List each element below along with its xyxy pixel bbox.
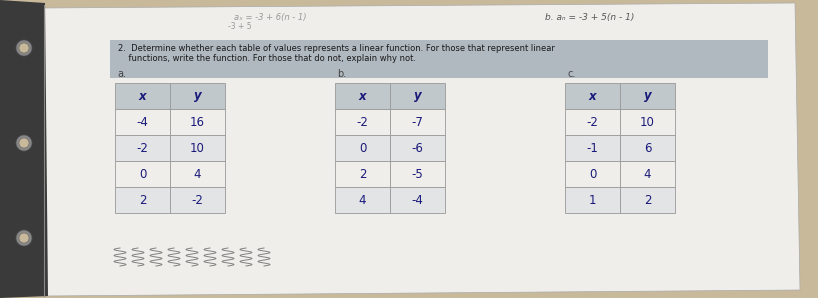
FancyBboxPatch shape <box>110 40 768 78</box>
Text: 2.  Determine whether each table of values represents a linear function. For tho: 2. Determine whether each table of value… <box>118 44 555 53</box>
Text: 0: 0 <box>139 167 146 181</box>
FancyBboxPatch shape <box>170 187 225 213</box>
FancyBboxPatch shape <box>565 83 620 109</box>
Text: 0: 0 <box>359 142 366 154</box>
FancyBboxPatch shape <box>115 135 170 161</box>
FancyBboxPatch shape <box>115 161 170 187</box>
Text: -4: -4 <box>137 116 148 128</box>
Text: -2: -2 <box>191 193 204 207</box>
Text: 1: 1 <box>589 193 596 207</box>
Text: x: x <box>139 89 146 103</box>
FancyBboxPatch shape <box>390 109 445 135</box>
Text: 2: 2 <box>644 193 651 207</box>
Text: a.: a. <box>117 69 126 79</box>
FancyBboxPatch shape <box>390 135 445 161</box>
Text: b.: b. <box>337 69 346 79</box>
Text: 10: 10 <box>190 142 205 154</box>
Text: 4: 4 <box>194 167 201 181</box>
Circle shape <box>19 138 29 148</box>
Text: y: y <box>644 89 651 103</box>
FancyBboxPatch shape <box>115 187 170 213</box>
Text: 6: 6 <box>644 142 651 154</box>
Text: 4: 4 <box>359 193 366 207</box>
Text: -2: -2 <box>137 142 148 154</box>
Text: functions, write the function. For those that do not, explain why not.: functions, write the function. For those… <box>118 54 416 63</box>
Text: x: x <box>358 89 366 103</box>
FancyBboxPatch shape <box>170 161 225 187</box>
Text: 4: 4 <box>644 167 651 181</box>
Polygon shape <box>0 0 48 298</box>
FancyBboxPatch shape <box>170 83 225 109</box>
FancyBboxPatch shape <box>565 109 620 135</box>
Text: -2: -2 <box>587 116 599 128</box>
FancyBboxPatch shape <box>390 187 445 213</box>
Text: -2: -2 <box>357 116 368 128</box>
FancyBboxPatch shape <box>170 109 225 135</box>
FancyBboxPatch shape <box>115 109 170 135</box>
FancyBboxPatch shape <box>620 187 675 213</box>
Text: -5: -5 <box>411 167 424 181</box>
Text: b. aₙ = -3 + 5(n - 1): b. aₙ = -3 + 5(n - 1) <box>546 13 635 22</box>
Circle shape <box>16 230 32 246</box>
FancyBboxPatch shape <box>115 83 170 109</box>
FancyBboxPatch shape <box>565 187 620 213</box>
Text: 10: 10 <box>640 116 655 128</box>
Polygon shape <box>42 3 800 296</box>
Text: -7: -7 <box>411 116 424 128</box>
Text: 16: 16 <box>190 116 205 128</box>
Text: -6: -6 <box>411 142 424 154</box>
Text: y: y <box>194 89 201 103</box>
FancyBboxPatch shape <box>335 135 390 161</box>
Text: 0: 0 <box>589 167 596 181</box>
FancyBboxPatch shape <box>170 135 225 161</box>
Text: -1: -1 <box>587 142 599 154</box>
Circle shape <box>19 233 29 243</box>
FancyBboxPatch shape <box>335 161 390 187</box>
FancyBboxPatch shape <box>335 83 390 109</box>
Text: 2: 2 <box>359 167 366 181</box>
Text: aₓ = -3 + 6(n - 1): aₓ = -3 + 6(n - 1) <box>234 13 306 22</box>
FancyBboxPatch shape <box>565 161 620 187</box>
FancyBboxPatch shape <box>335 109 390 135</box>
Text: 2: 2 <box>139 193 146 207</box>
Circle shape <box>19 43 29 53</box>
FancyBboxPatch shape <box>620 83 675 109</box>
FancyBboxPatch shape <box>335 187 390 213</box>
FancyBboxPatch shape <box>390 83 445 109</box>
FancyBboxPatch shape <box>620 109 675 135</box>
FancyBboxPatch shape <box>620 135 675 161</box>
FancyBboxPatch shape <box>390 161 445 187</box>
Text: x: x <box>589 89 596 103</box>
Text: -3 + 5: -3 + 5 <box>228 22 252 31</box>
Text: c.: c. <box>567 69 575 79</box>
FancyBboxPatch shape <box>620 161 675 187</box>
Text: y: y <box>414 89 421 103</box>
Text: -4: -4 <box>411 193 424 207</box>
FancyBboxPatch shape <box>565 135 620 161</box>
Circle shape <box>16 135 32 151</box>
Circle shape <box>16 40 32 56</box>
